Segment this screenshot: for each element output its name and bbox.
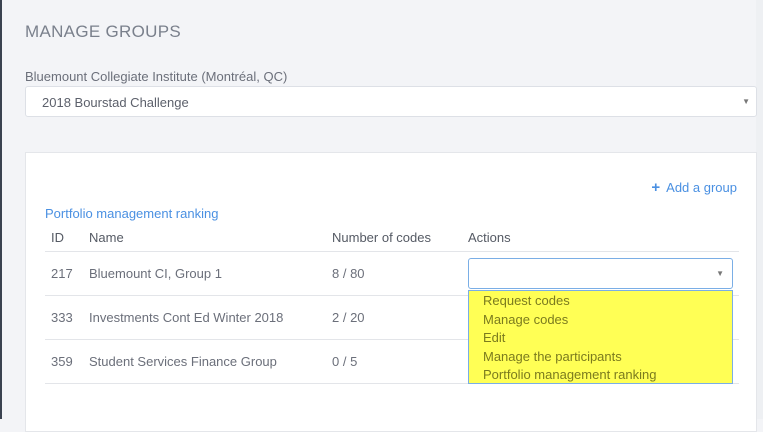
cell-codes: 0 / 5 bbox=[326, 339, 462, 384]
cell-name: Student Services Finance Group bbox=[83, 339, 326, 384]
menu-item-edit[interactable]: Edit bbox=[483, 330, 506, 345]
caret-down-icon: ▼ bbox=[716, 269, 724, 278]
menu-item-manage-codes[interactable]: Manage codes bbox=[483, 311, 569, 327]
col-codes: Number of codes bbox=[326, 225, 462, 252]
menu-item-portfolio-ranking[interactable]: Portfolio management ranking bbox=[483, 367, 657, 382]
add-group-button[interactable]: + Add a group bbox=[651, 179, 737, 196]
challenge-select[interactable]: 2018 Bourstad Challenge ▼ bbox=[25, 86, 757, 117]
groups-card: + Add a group Portfolio management rankin… bbox=[25, 152, 757, 432]
add-group-label: Add a group bbox=[666, 180, 737, 195]
actions-select[interactable]: ▼ bbox=[468, 258, 733, 289]
cell-codes: 8 / 80 bbox=[326, 251, 462, 296]
cell-name: Bluemount CI, Group 1 bbox=[83, 251, 326, 296]
col-name: Name bbox=[83, 225, 326, 252]
cell-id: 217 bbox=[45, 251, 83, 296]
plus-icon: + bbox=[651, 179, 661, 196]
col-actions: Actions bbox=[462, 225, 739, 252]
menu-item-request-codes[interactable]: Request codes bbox=[483, 293, 570, 308]
left-border bbox=[0, 0, 2, 419]
table-header: ID Name Number of codes Actions bbox=[45, 225, 739, 252]
cell-id: 359 bbox=[45, 339, 83, 384]
cell-id: 333 bbox=[45, 295, 83, 340]
actions-dropdown: Request codes Manage codes Edit Manage t… bbox=[468, 290, 733, 384]
school-label: Bluemount Collegiate Institute (Montréal… bbox=[25, 69, 288, 84]
challenge-select-value: 2018 Bourstad Challenge bbox=[42, 95, 189, 110]
cell-codes: 2 / 20 bbox=[326, 295, 462, 340]
scroll-strip bbox=[756, 0, 763, 419]
ranking-link[interactable]: Portfolio management ranking bbox=[45, 206, 219, 221]
page-title: MANAGE GROUPS bbox=[25, 22, 181, 41]
caret-down-icon: ▼ bbox=[742, 97, 750, 106]
cell-name: Investments Cont Ed Winter 2018 bbox=[83, 295, 326, 340]
menu-item-manage-participants[interactable]: Manage the participants bbox=[483, 348, 622, 364]
col-id: ID bbox=[45, 225, 83, 252]
